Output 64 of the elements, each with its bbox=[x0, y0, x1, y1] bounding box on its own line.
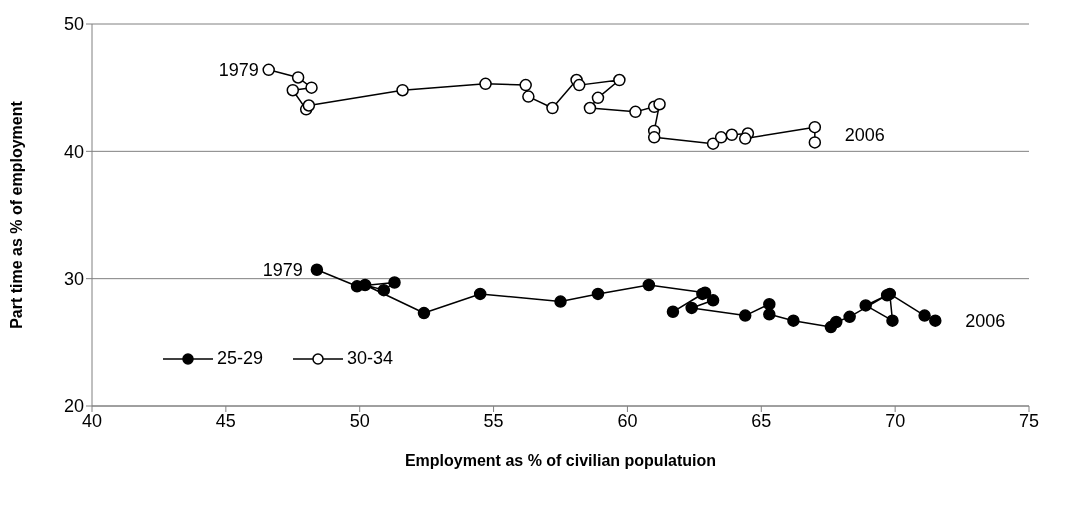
point bbox=[738, 309, 752, 322]
x-tick-label: 55 bbox=[483, 410, 504, 431]
y-tick-label: 30 bbox=[63, 269, 84, 290]
point bbox=[653, 97, 666, 111]
y-axis-title: Part time as % of employment bbox=[7, 100, 25, 329]
x-axis-title: Employment as % of civilian populatuion bbox=[404, 452, 717, 469]
x-tick-label: 65 bbox=[751, 410, 772, 431]
point bbox=[808, 120, 822, 134]
point bbox=[286, 83, 300, 97]
point bbox=[886, 314, 899, 327]
point bbox=[859, 299, 872, 312]
point bbox=[714, 131, 728, 144]
annotation: 2006 bbox=[844, 125, 885, 146]
annotation: 1979 bbox=[262, 260, 303, 281]
x-tick-label: 75 bbox=[1018, 410, 1040, 431]
point bbox=[591, 287, 605, 301]
x-tick-label: 45 bbox=[215, 410, 236, 431]
point bbox=[377, 283, 391, 297]
point bbox=[388, 276, 401, 289]
point bbox=[262, 63, 275, 77]
point bbox=[583, 101, 597, 115]
x-tick-label: 50 bbox=[349, 410, 370, 431]
x-tick-label: 70 bbox=[885, 410, 906, 431]
legend-label: 25-29 bbox=[217, 348, 264, 369]
y-tick-label: 20 bbox=[63, 396, 84, 417]
point bbox=[572, 78, 586, 92]
point bbox=[310, 263, 324, 276]
point bbox=[479, 77, 492, 91]
point bbox=[522, 90, 535, 103]
point bbox=[305, 81, 318, 94]
point bbox=[473, 287, 487, 301]
point bbox=[918, 309, 931, 322]
x-tick-label: 60 bbox=[617, 410, 638, 431]
point bbox=[629, 105, 642, 119]
point bbox=[554, 295, 567, 308]
point bbox=[591, 91, 605, 105]
point bbox=[787, 314, 800, 327]
y-tick-label: 40 bbox=[63, 141, 84, 162]
y-tick-label: 50 bbox=[63, 14, 84, 35]
point bbox=[763, 308, 776, 321]
legend-label: 30-34 bbox=[347, 348, 394, 369]
point bbox=[706, 294, 720, 307]
point bbox=[929, 314, 942, 327]
annotation: 2006 bbox=[965, 311, 1006, 332]
annotation: 1979 bbox=[218, 60, 259, 81]
point bbox=[546, 101, 559, 115]
point bbox=[358, 278, 372, 292]
point bbox=[706, 137, 720, 150]
point bbox=[738, 132, 752, 145]
point bbox=[302, 99, 316, 112]
x-tick-label: 40 bbox=[81, 410, 103, 431]
point bbox=[291, 71, 305, 84]
point bbox=[519, 78, 532, 92]
point bbox=[642, 278, 656, 292]
point bbox=[613, 73, 626, 87]
point bbox=[685, 301, 698, 315]
point bbox=[647, 131, 661, 144]
point bbox=[666, 305, 680, 319]
point bbox=[725, 128, 739, 142]
point bbox=[417, 306, 431, 320]
point bbox=[843, 310, 856, 324]
point bbox=[396, 83, 409, 97]
point bbox=[808, 136, 822, 149]
point bbox=[830, 315, 843, 329]
